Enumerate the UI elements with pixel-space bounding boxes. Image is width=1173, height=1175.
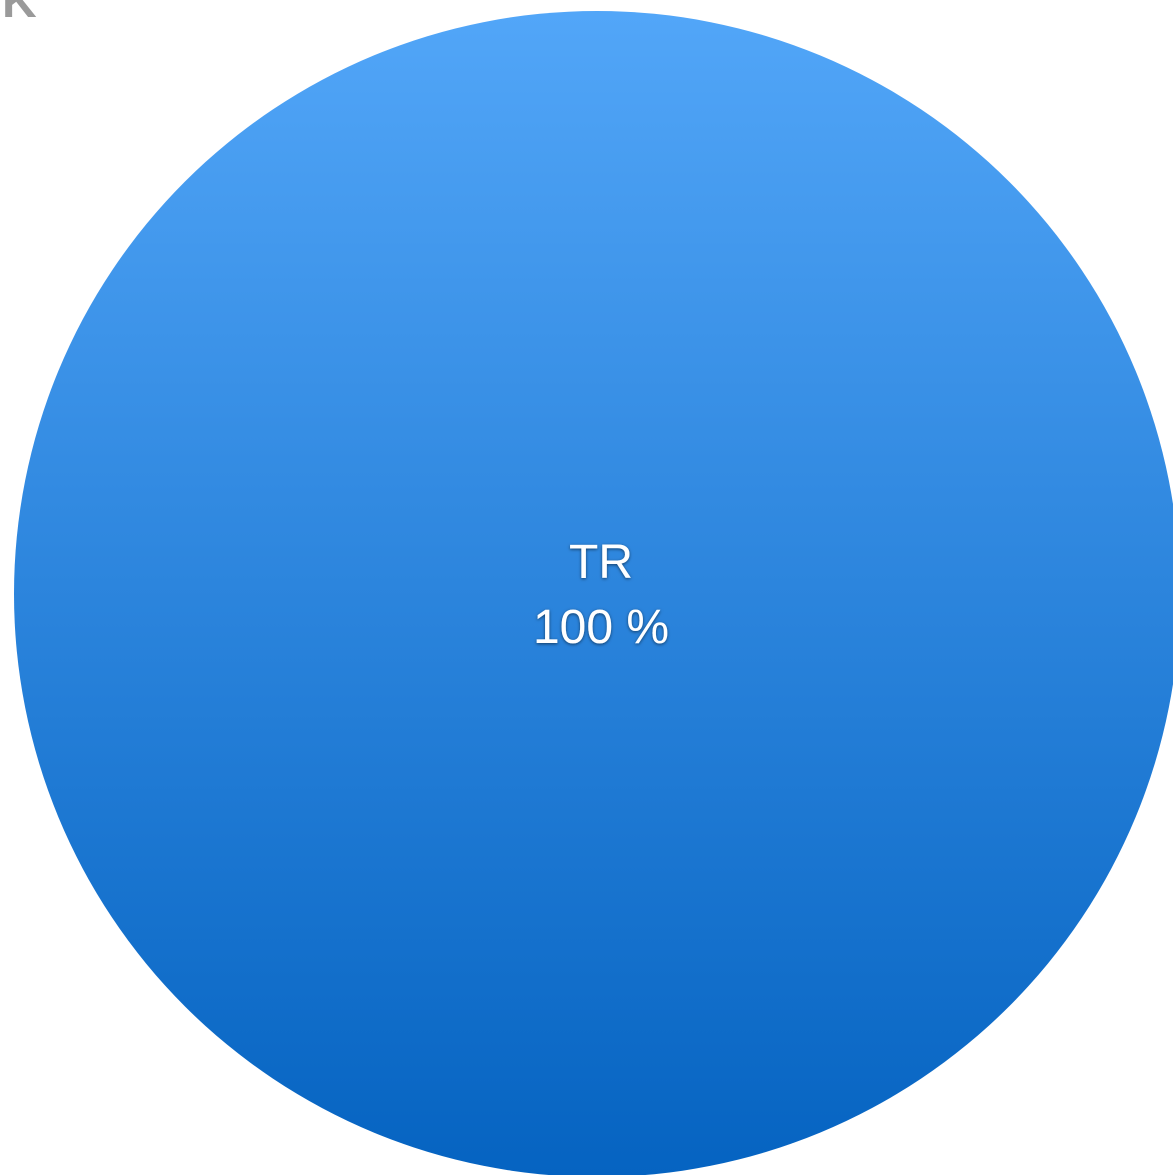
slice-label-percent: 100 % [533, 601, 669, 654]
pie-slice-tr [14, 11, 1173, 1175]
corner-text: K [2, 0, 37, 28]
slice-label-category: TR [569, 536, 633, 589]
